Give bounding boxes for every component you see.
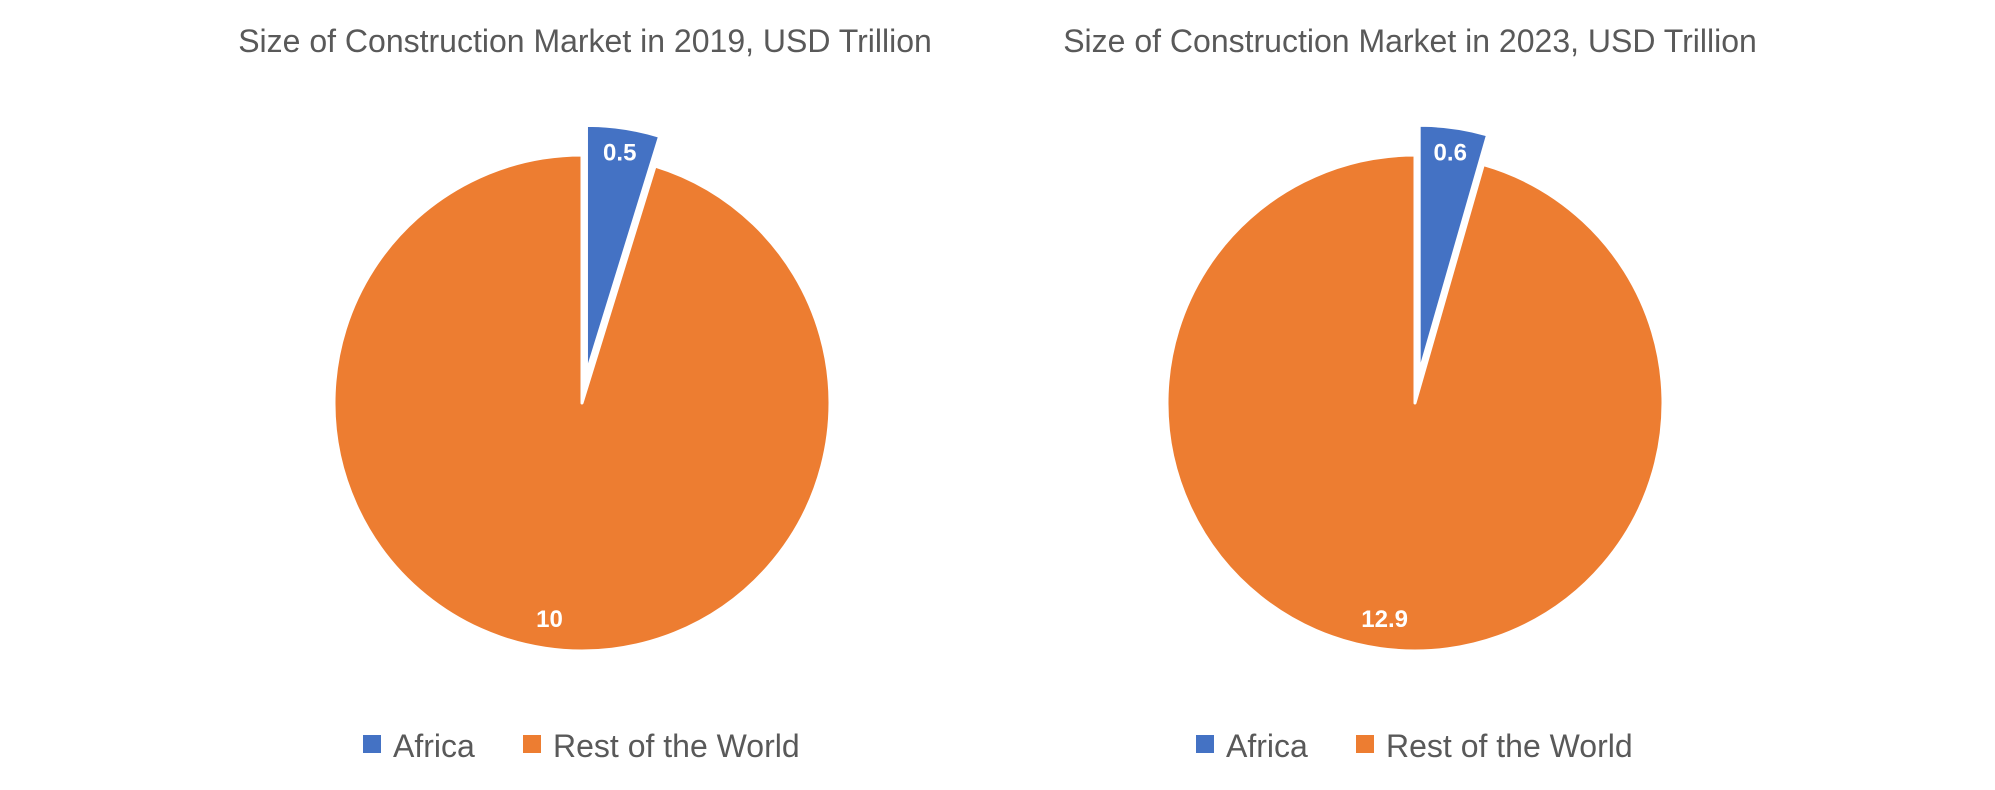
data-label-africa: 0.5 xyxy=(603,140,636,167)
pie-slice-africa xyxy=(1417,123,1490,375)
data-label-africa: 0.6 xyxy=(1434,139,1467,166)
pie-slices-2019 xyxy=(332,123,832,653)
pie-slice-rest-of-the-world xyxy=(1165,153,1665,653)
data-labels-2023: 0.6 12.9 xyxy=(1361,139,1467,633)
legend-swatch-africa xyxy=(1196,735,1214,753)
pie-chart-2023: Size of Construction Market in 2023, USD… xyxy=(1063,23,1757,764)
data-label-rest-of-the-world: 10 xyxy=(536,606,563,633)
legend-swatch-rest-of-world xyxy=(1356,735,1374,753)
pie-slice-africa xyxy=(584,123,662,375)
chart-title-2023: Size of Construction Market in 2023, USD… xyxy=(1063,23,1757,59)
legend-label-rest-of-world: Rest of the World xyxy=(553,728,800,764)
data-labels-2019: 0.5 10 xyxy=(536,140,636,633)
legend-swatch-rest-of-world xyxy=(523,735,541,753)
legend-label-rest-of-world: Rest of the World xyxy=(1386,728,1633,764)
legend-label-africa: Africa xyxy=(1226,728,1308,764)
legend-2023: Africa Rest of the World xyxy=(1196,728,1633,764)
legend-swatch-africa xyxy=(363,735,381,753)
legend-label-africa: Africa xyxy=(393,728,475,764)
pie-slices-2023 xyxy=(1165,123,1665,653)
pie-chart-2019: Size of Construction Market in 2019, USD… xyxy=(238,23,932,764)
pie-slice-rest-of-the-world xyxy=(332,153,832,653)
data-label-rest-of-the-world: 12.9 xyxy=(1361,606,1408,633)
chart-title-2019: Size of Construction Market in 2019, USD… xyxy=(238,23,932,59)
legend-2019: Africa Rest of the World xyxy=(363,728,800,764)
